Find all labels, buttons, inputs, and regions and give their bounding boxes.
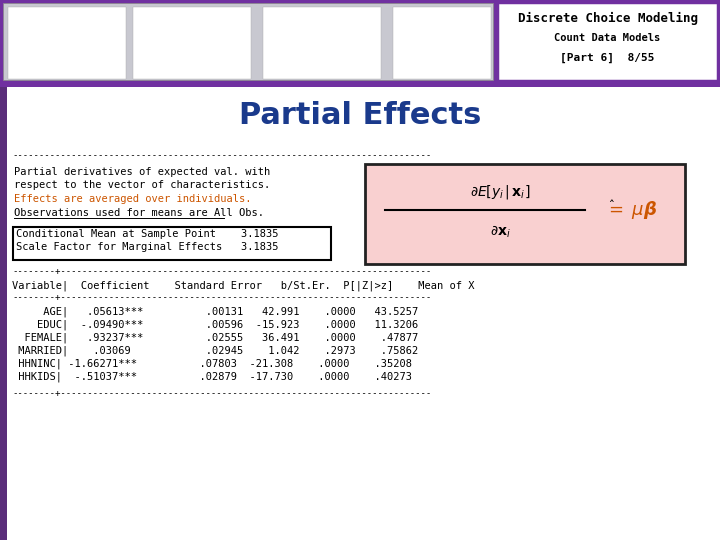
Text: HHNINC| -1.66271***          .07803  -21.308    .0000    .35208: HHNINC| -1.66271*** .07803 -21.308 .0000… [12, 359, 412, 369]
Text: [Part 6]  8/55: [Part 6] 8/55 [560, 53, 654, 63]
Bar [263, 7, 381, 79]
Text: $\partial E[y_i\,|\,\mathbf{x}_i]$: $\partial E[y_i\,|\,\mathbf{x}_i]$ [470, 183, 530, 201]
Text: Count Data Models: Count Data Models [554, 33, 661, 43]
Text: $\partial \mathbf{x}_i$: $\partial \mathbf{x}_i$ [490, 224, 510, 240]
Text: AGE|   .05613***          .00131   42.991    .0000   43.5257: AGE| .05613*** .00131 42.991 .0000 43.52… [12, 307, 418, 317]
Text: Discrete Choice Modeling: Discrete Choice Modeling [518, 11, 698, 24]
Text: EDUC|  -.09490***          .00596  -15.923    .0000   11.3206: EDUC| -.09490*** .00596 -15.923 .0000 11… [12, 320, 418, 330]
Bar [8, 7, 126, 79]
Bar [133, 7, 251, 79]
Text: $\hat{}$: $\hat{}$ [609, 193, 615, 206]
Bar [393, 7, 491, 79]
Text: --------+---------------------------------------------------------------------: --------+-------------------------------… [12, 294, 431, 302]
Bar [365, 164, 685, 264]
Text: Conditional Mean at Sample Point    3.1835: Conditional Mean at Sample Point 3.1835 [16, 229, 279, 239]
Text: --------+---------------------------------------------------------------------: --------+-------------------------------… [12, 267, 431, 276]
Text: MARRIED|    .03069            .02945    1.042    .2973    .75862: MARRIED| .03069 .02945 1.042 .2973 .7586… [12, 346, 418, 356]
Bar [13, 227, 331, 260]
Bar [497, 2, 718, 81]
Text: Observations used for means are All Obs.: Observations used for means are All Obs. [14, 207, 264, 218]
Bar [3, 3, 493, 80]
Text: Partial Effects: Partial Effects [239, 100, 481, 130]
Text: ------------------------------------------------------------------------------: ----------------------------------------… [12, 152, 431, 160]
Bar [0, 0, 720, 83]
Text: respect to the vector of characteristics.: respect to the vector of characteristics… [14, 180, 270, 191]
Text: Effects are averaged over individuals.: Effects are averaged over individuals. [14, 194, 251, 204]
Text: Partial derivatives of expected val. with: Partial derivatives of expected val. wit… [14, 167, 270, 177]
Text: Variable|  Coefficient    Standard Error   b/St.Er.  P[|Z|>z]    Mean of X: Variable| Coefficient Standard Error b/S… [12, 281, 474, 291]
Bar [0, 87, 7, 540]
Text: Scale Factor for Marginal Effects   3.1835: Scale Factor for Marginal Effects 3.1835 [16, 242, 279, 253]
Text: FEMALE|   .93237***          .02555   36.491    .0000    .47877: FEMALE| .93237*** .02555 36.491 .0000 .4… [12, 333, 418, 343]
Text: $=\;\mu\boldsymbol{\beta}$: $=\;\mu\boldsymbol{\beta}$ [605, 199, 657, 221]
Text: HHKIDS|  -.51037***          .02879  -17.730    .0000    .40273: HHKIDS| -.51037*** .02879 -17.730 .0000 … [12, 372, 412, 382]
Text: --------+---------------------------------------------------------------------: --------+-------------------------------… [12, 388, 431, 397]
Bar [0, 83, 720, 87]
